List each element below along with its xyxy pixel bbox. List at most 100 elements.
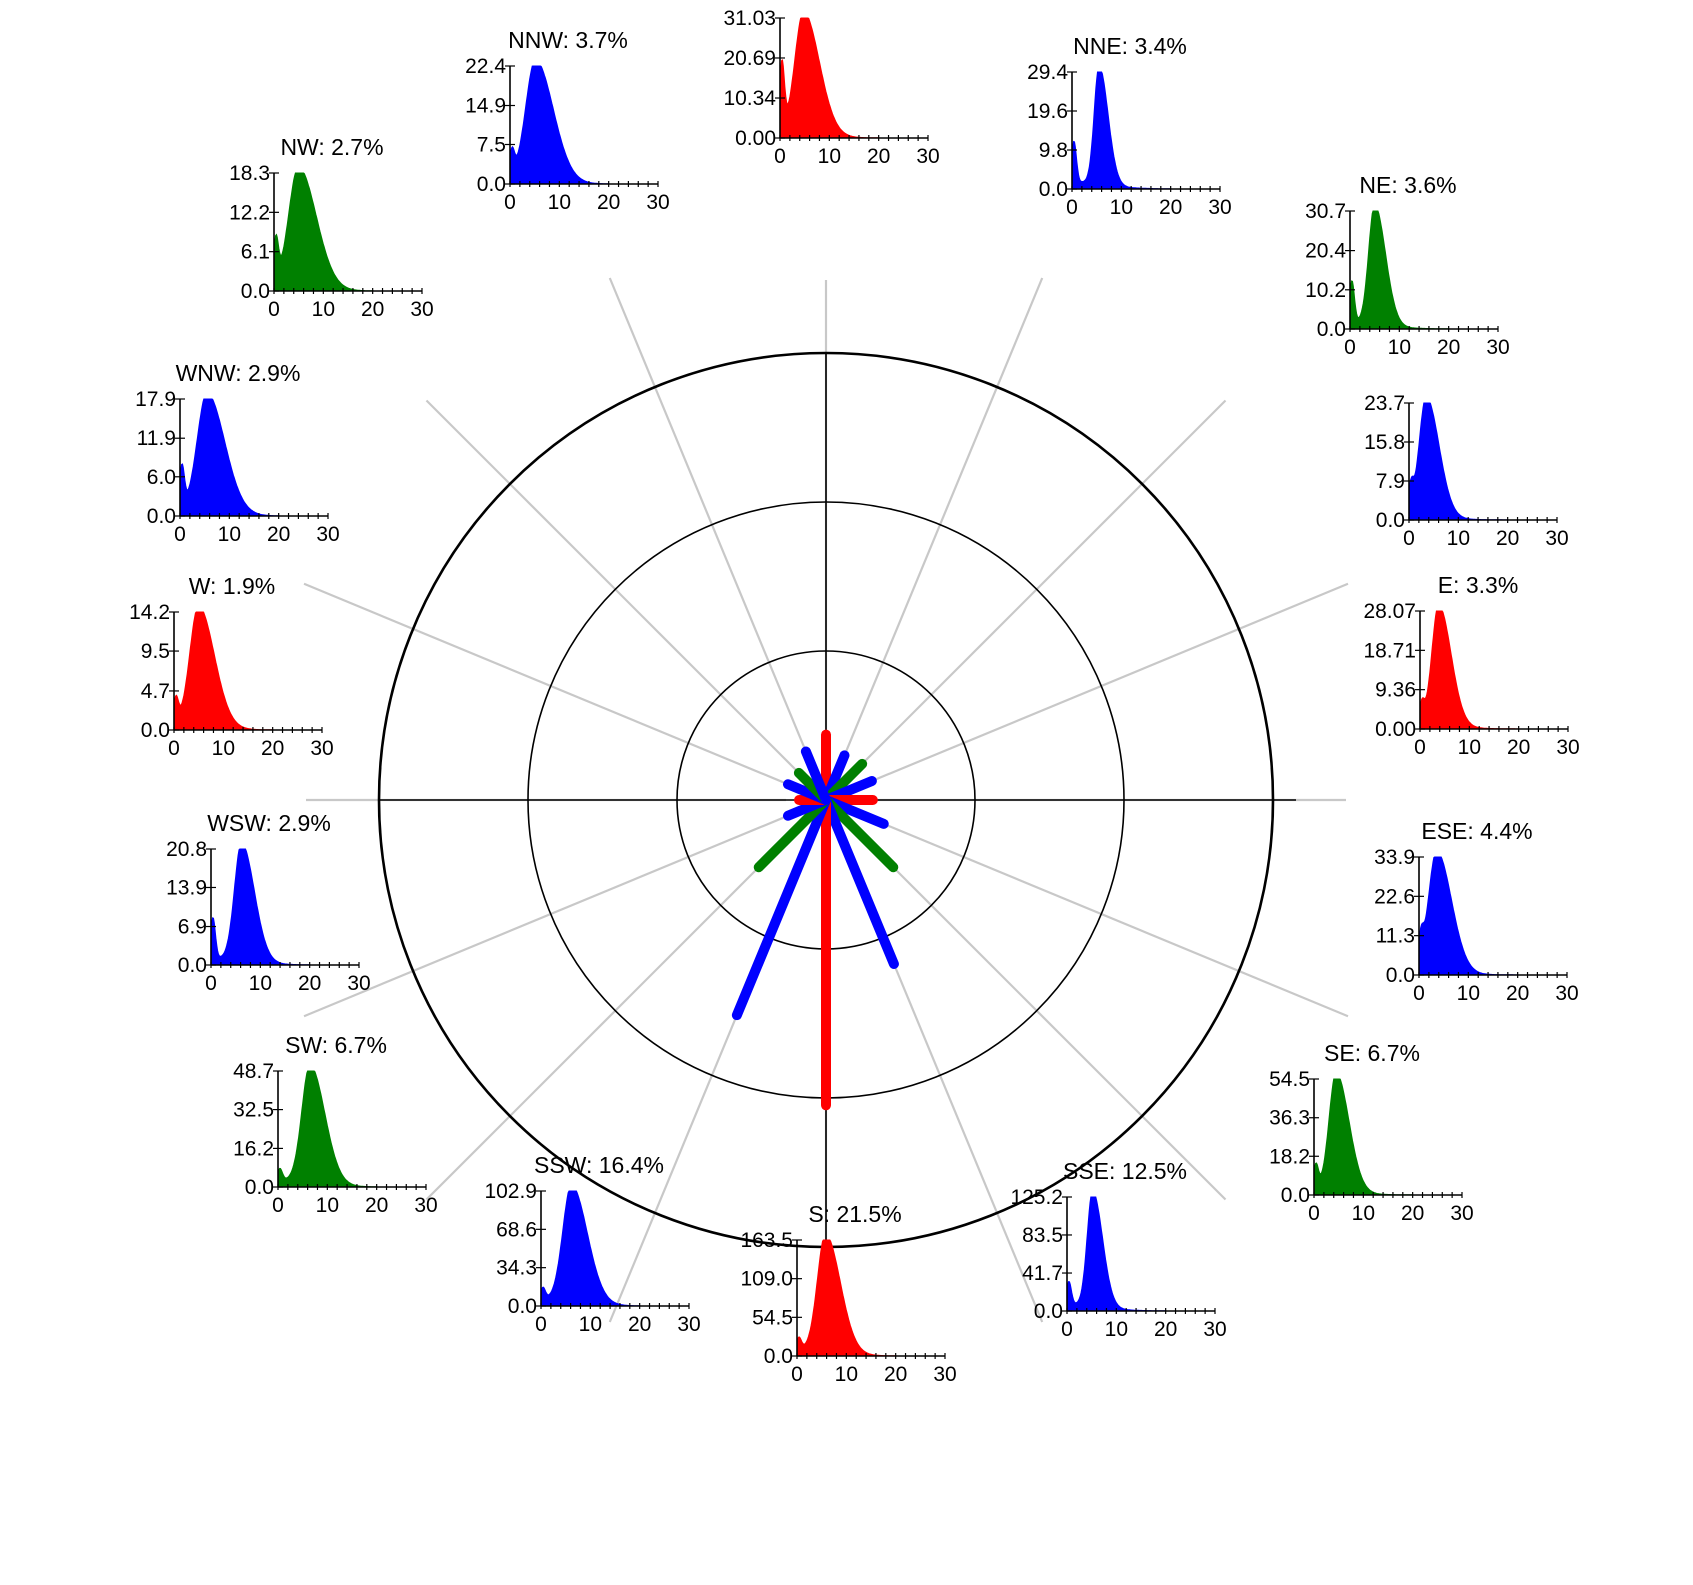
histogram-x-tick-label: 20 (261, 737, 284, 760)
histogram-x-tick-label: 0 (174, 523, 186, 546)
histogram-y-tick-label: 34.3 (496, 1257, 537, 1280)
spoke-wnw (303, 582, 790, 786)
histogram-x-tick-label: 20 (1507, 736, 1530, 759)
histogram-x-tick-label: 30 (316, 523, 339, 546)
histogram-x-tick-label: 0 (535, 1313, 547, 1336)
histogram-y-tick-label: 10.34 (723, 87, 776, 110)
histogram-x-tick-label: 0 (1061, 1318, 1073, 1341)
histogram-x-tick-label: 10 (1447, 527, 1470, 550)
histogram-area (779, 17, 880, 139)
histogram-title: WSW: 2.9% (207, 810, 331, 836)
histogram-area (1066, 1196, 1167, 1312)
histogram-x-tick-label: 20 (597, 191, 620, 214)
histogram-area (173, 611, 274, 731)
histogram-x-tick-label: 0 (504, 191, 516, 214)
histogram-y-tick-label: 30.7 (1305, 200, 1346, 223)
histogram-title: E: 3.3% (1438, 572, 1519, 598)
rose-bar-sw (753, 795, 831, 873)
histogram-x-tick-label: 20 (1401, 1202, 1424, 1225)
histogram-y-tick-label: 9.36 (1375, 679, 1416, 702)
histogram-x-tick-label: 30 (646, 191, 669, 214)
histogram-x-tick-label: 10 (1458, 736, 1481, 759)
histogram-x-tick-label: 30 (1555, 982, 1578, 1005)
histogram-y-tick-label: 0.0 (178, 954, 207, 977)
histogram-title: NNE: 3.4% (1073, 33, 1187, 59)
histogram-y-tick-label: 6.0 (147, 466, 176, 489)
histogram-y-tick-label: 83.5 (1022, 1224, 1063, 1247)
histogram-title: SW: 6.7% (285, 1032, 387, 1058)
histogram-y-tick-label: 9.5 (141, 640, 170, 663)
histogram-area (1349, 210, 1450, 330)
histogram-x-tick-label: 20 (1496, 527, 1519, 550)
histogram-x-tick-label: 30 (1486, 336, 1509, 359)
histogram-x-tick-label: 20 (361, 298, 384, 321)
histogram-x-tick-label: 30 (1208, 196, 1231, 219)
histogram-y-tick-label: 125.2 (1010, 1186, 1063, 1209)
histogram-x-tick-label: 10 (835, 1363, 858, 1386)
histogram-x-tick-label: 0 (268, 298, 280, 321)
histogram-title: NNW: 3.7% (508, 27, 628, 53)
histogram-y-tick-label: 18.71 (1363, 639, 1416, 662)
histogram-y-tick-label: 109.0 (740, 1268, 793, 1291)
histogram-y-tick-label: 6.9 (178, 916, 207, 939)
histogram-x-tick-label: 30 (1556, 736, 1579, 759)
histogram-y-tick-label: 0.00 (735, 127, 776, 150)
histogram-y-tick-label: 0.0 (1281, 1184, 1310, 1207)
rose-bars (731, 729, 899, 1111)
histogram-y-tick-label: 0.0 (764, 1345, 793, 1368)
histogram-x-tick-label: 0 (1413, 982, 1425, 1005)
histogram-x-tick-label: 20 (1506, 982, 1529, 1005)
histogram-y-tick-label: 13.9 (166, 876, 207, 899)
histogram-title: SSE: 12.5% (1063, 1158, 1187, 1184)
histogram-x-tick-label: 10 (212, 737, 235, 760)
spoke-se (853, 827, 1227, 1201)
histogram-x-tick-label: 20 (1154, 1318, 1177, 1341)
histogram-area (796, 1239, 897, 1357)
histogram-area (509, 65, 610, 185)
histogram-title: SSW: 16.4% (534, 1152, 664, 1178)
histogram-y-tick-label: 23.7 (1364, 392, 1405, 415)
histogram-y-tick-label: 7.9 (1376, 470, 1405, 493)
histogram-x-tick-label: 10 (1110, 196, 1133, 219)
histogram-y-tick-label: 0.0 (141, 719, 170, 742)
histogram-y-tick-label: 0.0 (1386, 964, 1415, 987)
spoke-nne (840, 277, 1044, 764)
histogram-x-tick-label: 20 (884, 1363, 907, 1386)
histogram-x-tick-label: 30 (933, 1363, 956, 1386)
histogram-x-tick-label: 30 (414, 1194, 437, 1217)
histogram-x-tick-label: 10 (312, 298, 335, 321)
histogram-y-tick-label: 14.2 (129, 601, 170, 624)
histogram-title: ESE: 4.4% (1421, 818, 1532, 844)
histogram-x-tick-label: 10 (1352, 1202, 1375, 1225)
histogram-x-tick-label: 20 (365, 1194, 388, 1217)
histogram-y-tick-label: 7.5 (477, 133, 506, 156)
histogram-x-tick-label: 10 (316, 1194, 339, 1217)
histogram-y-tick-label: 11.9 (137, 427, 176, 450)
histogram-x-tick-label: 10 (249, 972, 272, 995)
spoke-ene (862, 582, 1349, 786)
histogram-y-tick-label: 36.3 (1269, 1107, 1310, 1130)
histogram-title: NE: 3.6% (1359, 172, 1456, 198)
histogram-x-tick-label: 0 (1414, 736, 1426, 759)
histogram-e: 0 10 20 30 0.00 9.36 18.71 28.07 E: 3.3% (1363, 572, 1579, 759)
histogram-y-tick-label: 18.3 (229, 162, 270, 185)
histogram-y-tick-label: 0.0 (1039, 178, 1068, 201)
histogram-s: 0 10 20 30 0.0 54.5 109.0 163.5 S: 21.5% (740, 1201, 956, 1386)
histogram-y-tick-label: 18.2 (1269, 1145, 1310, 1168)
histogram-area (179, 398, 280, 517)
rose-bar-sse (821, 795, 899, 969)
histogram-se: 0 10 20 30 0.0 18.2 36.3 54.5 SE: 6.7% (1269, 1040, 1474, 1225)
histogram-y-tick-label: 32.5 (233, 1099, 274, 1122)
histogram-y-tick-label: 0.0 (1317, 318, 1346, 341)
histogram-y-tick-label: 68.6 (496, 1218, 537, 1241)
histogram-ne: 0 10 20 30 0.0 10.2 20.4 30.7 NE: 3.6% (1305, 172, 1510, 359)
histogram-y-tick-label: 54.5 (1269, 1068, 1310, 1091)
histogram-y-tick-label: 0.0 (147, 505, 176, 528)
histogram-x-tick-label: 10 (1457, 982, 1480, 1005)
histogram-y-tick-label: 20.8 (166, 838, 207, 861)
histogram-y-tick-label: 0.0 (508, 1295, 537, 1318)
